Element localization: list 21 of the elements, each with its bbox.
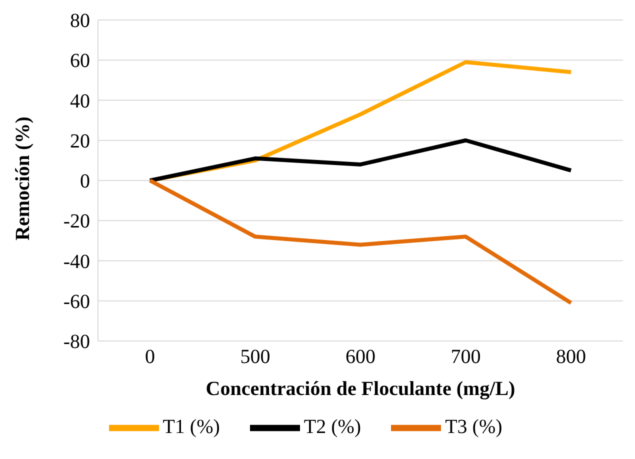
line-series: [148, 178, 573, 305]
y-tick-label: -20: [63, 210, 90, 233]
y-tick-label: 40: [70, 90, 90, 112]
x-tick-label: 800: [556, 346, 586, 368]
legend-label: T2 (%): [304, 416, 362, 438]
x-tick-label: 0: [145, 346, 155, 368]
y-tick-label: 60: [70, 50, 90, 72]
y-axis-title: Remoción (%): [12, 116, 34, 240]
legend-label: T1 (%): [162, 416, 220, 438]
y-tick-label: 80: [70, 10, 90, 32]
line-series: [148, 138, 573, 182]
x-tick-label: 600: [346, 346, 376, 368]
y-tick-label: -40: [63, 250, 90, 273]
legend-label: T3 (%): [445, 416, 502, 438]
y-tick-label: -80: [63, 331, 90, 354]
y-tick-label: 20: [70, 130, 90, 152]
x-tick-label: 500: [240, 346, 270, 368]
x-tick-label: 700: [450, 346, 481, 368]
y-tick-label: -60: [63, 290, 90, 313]
y-tick-label: 0: [80, 170, 90, 193]
x-axis-title: Concentración de Floculante (mg/L): [206, 378, 516, 400]
